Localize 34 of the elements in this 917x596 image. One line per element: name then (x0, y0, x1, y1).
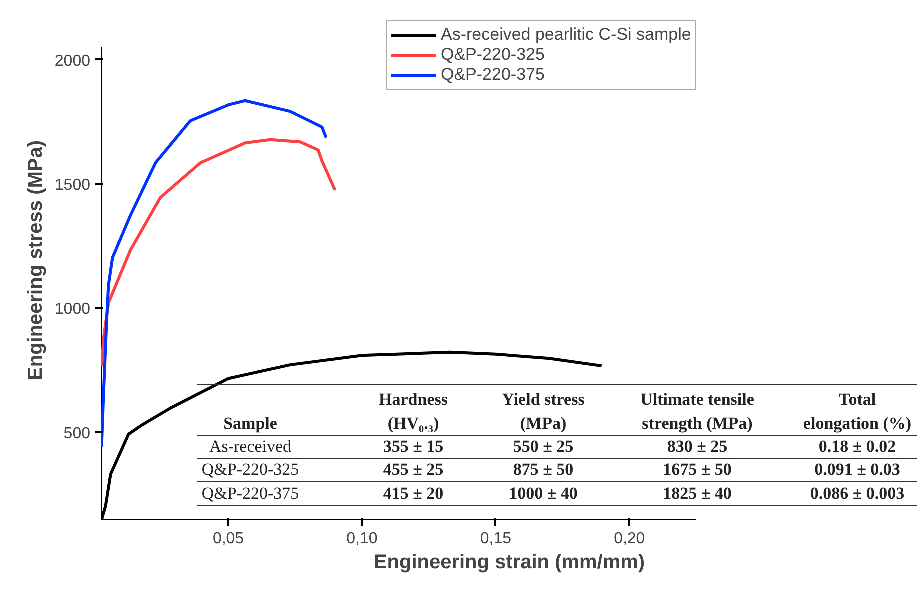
text: Total elongation (%) (803, 390, 912, 433)
annotation: 875 ± 50 (513, 460, 574, 479)
x-axis-title: Engineering strain (mm/mm) (374, 552, 646, 574)
text: 0.18 ± 0.02 (818, 437, 896, 456)
legend-label: As-received pearlitic C-Si sample (441, 25, 692, 45)
y-tick-label: 2000 (54, 52, 91, 70)
annotation: Sample (224, 414, 278, 433)
annotation: As-received (209, 437, 292, 456)
legend-label: Q&P-220-325 (441, 45, 545, 65)
text: 0.086 ± 0.003 (810, 484, 905, 503)
annotation: 1825 ± 40 (663, 484, 732, 503)
y-tick-label: 500 (64, 425, 91, 442)
y-tick-label: 1500 (54, 177, 91, 194)
legend-label: Q&P-220-375 (441, 65, 545, 85)
annotation: 550 ± 25 (513, 437, 574, 456)
y-tick-label: 1000 (54, 301, 91, 318)
annotation: Yield stress (MPa) (502, 390, 586, 433)
x-tick-label: 0,10 (346, 530, 378, 548)
x-tick-label: 0,05 (212, 530, 244, 548)
annotation: 455 ± 25 (383, 460, 444, 479)
text: 0.091 ± 0.03 (814, 460, 900, 479)
x-tick-label: 0,20 (614, 530, 646, 548)
y-axis-title: Engineering stress (MPa) (24, 140, 47, 381)
annotation: 355 ± 15 (383, 437, 444, 456)
annotation: Ultimate tensile strength (MPa) (640, 390, 755, 433)
annotation: 830 ± 25 (667, 437, 728, 456)
x-tick-label: 0,15 (480, 530, 512, 548)
annotation: 1675 ± 50 (663, 460, 732, 479)
annotation: Q&P-220-325 (202, 460, 300, 479)
annotation: Q&P-220-375 (202, 484, 300, 503)
annotation: Hardness (HV₀.₃) (379, 390, 448, 433)
line-series (102, 138, 337, 368)
annotation: 1000 ± 40 (509, 484, 578, 503)
annotation: 415 ± 20 (383, 484, 444, 503)
